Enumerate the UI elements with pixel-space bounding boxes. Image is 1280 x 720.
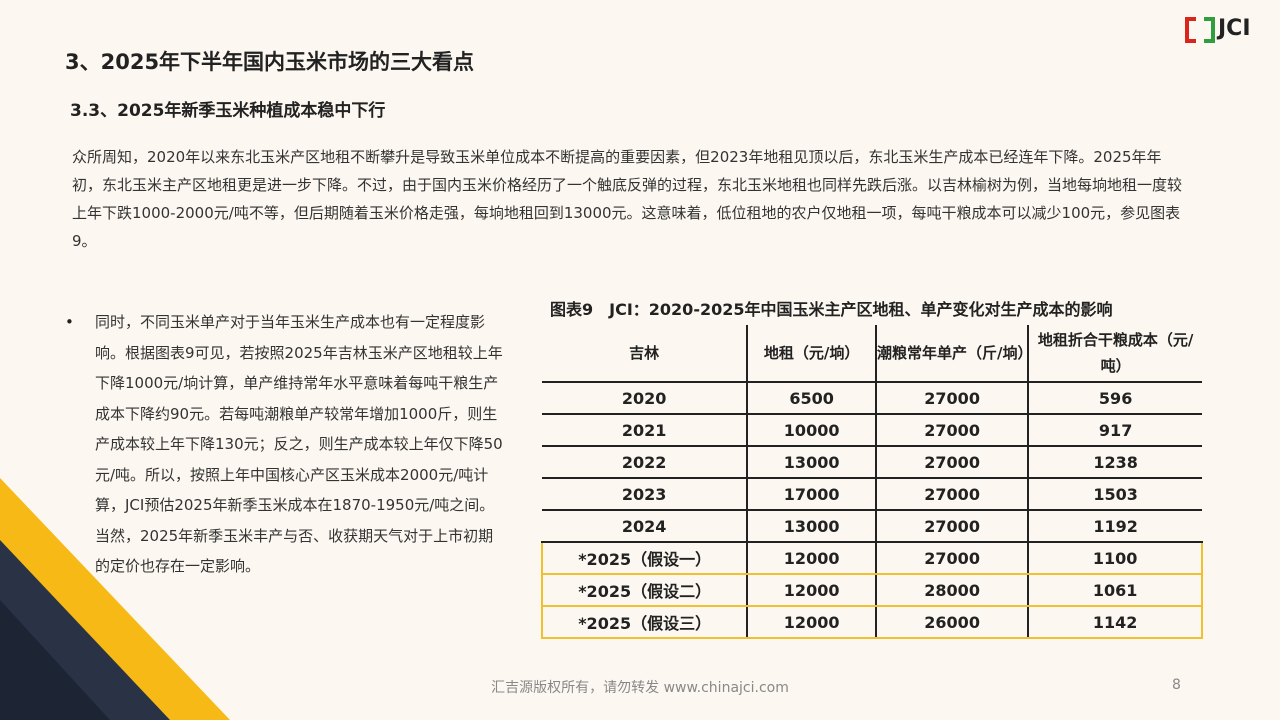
table-cell: 12000	[746, 573, 876, 607]
table-cell: 27000	[874, 541, 1029, 575]
table-cell: *2025（假设三）	[540, 605, 748, 639]
table-cell: 12000	[746, 605, 876, 639]
table-cell: 27000	[874, 414, 1029, 447]
table-row: 2023 17000 27000 1503	[542, 478, 1202, 511]
table-caption: 图表9 JCI：2020-2025年中国玉米主产区地租、单产变化对生产成本的影响	[550, 300, 1113, 319]
column-header: 地租（元/垧）	[746, 325, 876, 383]
table-row: 2021 10000 27000 917	[542, 414, 1202, 447]
table-cell: 27000	[874, 446, 1029, 479]
table-cell: 1192	[1027, 510, 1202, 543]
table-row: *2025（假设一） 12000 27000 1100	[540, 541, 1203, 575]
table-row: *2025（假设三） 12000 26000 1142	[540, 605, 1203, 639]
table-cell: 1100	[1027, 541, 1203, 575]
table-row: 2022 13000 27000 1238	[542, 446, 1202, 479]
logo: JCI	[1218, 16, 1251, 41]
intro-paragraph: 众所周知，2020年以来东北玉米产区地租不断攀升是导致玉米单位成本不断提高的重要…	[72, 148, 1183, 250]
table-row: 2024 13000 27000 1192	[542, 510, 1202, 543]
table-cell: 2023	[542, 478, 748, 511]
table-cell: *2025（假设二）	[540, 573, 748, 607]
subtitle: 3.3、2025年新季玉米种植成本稳中下行	[70, 101, 386, 121]
table-cell: 13000	[746, 510, 876, 543]
table-cell: 2022	[542, 446, 748, 479]
table-cell: *2025（假设一）	[540, 541, 748, 575]
table-cell: 917	[1027, 414, 1202, 447]
bullet-dot: •	[65, 313, 74, 331]
column-header: 潮粮常年单产（斤/垧）	[874, 325, 1032, 383]
table-row: *2025（假设二） 12000 28000 1061	[540, 573, 1203, 607]
table-cell: 2021	[542, 414, 748, 447]
table-cell: 27000	[874, 478, 1029, 511]
table-row: 2020 6500 27000 596	[542, 382, 1202, 415]
table-cell: 1238	[1027, 446, 1202, 479]
table-cell: 26000	[874, 605, 1029, 639]
table-cell: 2024	[542, 510, 748, 543]
table-cell: 28000	[874, 573, 1029, 607]
table-cell: 1142	[1027, 605, 1203, 639]
table-cell: 13000	[746, 446, 876, 479]
table-cell: 1061	[1027, 573, 1203, 607]
column-header: 吉林	[542, 325, 748, 383]
table-cell: 1503	[1027, 478, 1202, 511]
page-number: 8	[1172, 677, 1181, 693]
table-cell: 10000	[746, 414, 876, 447]
table-cell: 27000	[874, 382, 1029, 415]
bullet-paragraph: 同时，不同玉米单产对于当年玉米生产成本也有一定程度影响。根据图表9可见，若按照2…	[95, 313, 503, 575]
table-cell: 2020	[542, 382, 748, 415]
footer: 汇吉源版权所有，请勿转发 www.chinajci.com	[491, 680, 789, 696]
title: 3、2025年下半年国内玉米市场的三大看点	[65, 50, 475, 74]
table: 吉林 地租（元/垧） 潮粮常年单产（斤/垧） 地租折合干粮成本（元/吨） 2020 650…	[540, 325, 1203, 639]
table-cell: 596	[1027, 382, 1202, 415]
table-cell: 12000	[746, 541, 876, 575]
table-cell: 27000	[874, 510, 1029, 543]
column-header: 地租折合干粮成本（元/吨）	[1027, 325, 1202, 383]
table-cell: 6500	[746, 382, 876, 415]
table-cell: 17000	[746, 478, 876, 511]
header-row: 吉林 地租（元/垧） 潮粮常年单产（斤/垧） 地租折合干粮成本（元/吨）	[542, 325, 1202, 383]
